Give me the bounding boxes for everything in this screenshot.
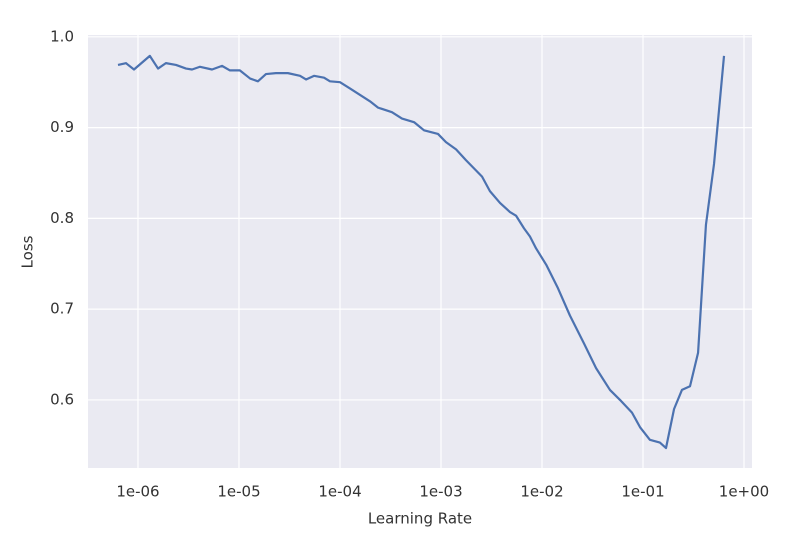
loss-line	[117, 54, 726, 450]
y-tick-label: 0.9	[50, 118, 74, 136]
y-axis-label: Loss	[19, 235, 37, 268]
y-tick-label: 0.7	[50, 300, 74, 318]
x-tick-label: 1e-05	[217, 483, 260, 501]
x-axis-label: Learning Rate	[368, 510, 472, 528]
plot-area	[88, 35, 752, 468]
y-tick-label: 0.6	[50, 390, 74, 408]
x-tick-label: 1e+00	[719, 483, 769, 501]
x-tick-label: 1e-04	[318, 483, 361, 501]
y-tick-label: 0.8	[50, 209, 74, 227]
y-tick-label: 1.0	[50, 27, 74, 45]
x-tick-label: 1e-01	[621, 483, 664, 501]
x-tick-label: 1e-06	[116, 483, 159, 501]
x-tick-label: 1e-03	[419, 483, 462, 501]
x-tick-label: 1e-02	[520, 483, 563, 501]
